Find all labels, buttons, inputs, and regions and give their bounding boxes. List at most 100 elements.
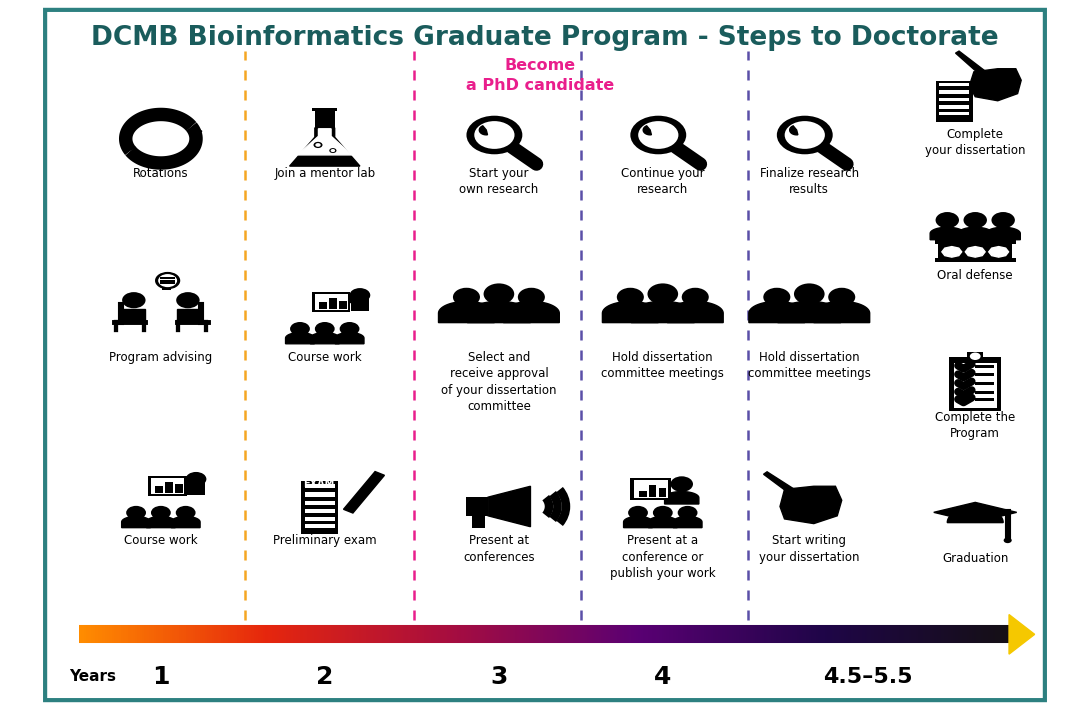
Bar	[315, 294, 348, 310]
Bar	[159, 280, 174, 282]
Polygon shape	[298, 129, 352, 155]
Polygon shape	[631, 302, 694, 322]
Bar	[935, 81, 972, 122]
Circle shape	[122, 292, 146, 308]
Bar	[630, 478, 671, 501]
Circle shape	[681, 288, 708, 307]
Bar	[339, 300, 347, 310]
Polygon shape	[942, 246, 961, 257]
Text: 3: 3	[490, 665, 508, 689]
Text: Present at a
conference or
publish your work: Present at a conference or publish your …	[610, 535, 716, 581]
Circle shape	[453, 288, 480, 307]
Polygon shape	[947, 507, 1003, 523]
Circle shape	[350, 288, 371, 302]
Circle shape	[474, 121, 514, 149]
Text: Join a mentor lab: Join a mentor lab	[275, 167, 375, 180]
Bar	[315, 109, 335, 129]
Circle shape	[315, 322, 335, 336]
Text: Finalize research
results: Finalize research results	[760, 167, 859, 196]
Text: Hold dissertation
committee meetings: Hold dissertation committee meetings	[748, 351, 871, 380]
Polygon shape	[177, 309, 199, 322]
Bar	[640, 491, 646, 497]
Text: Select and
receive approval
of your dissertation
committee: Select and receive approval of your diss…	[441, 351, 557, 413]
Polygon shape	[969, 69, 1021, 101]
Bar	[659, 488, 666, 497]
Text: Course work: Course work	[124, 535, 197, 547]
Bar	[159, 278, 174, 279]
Text: 4: 4	[654, 665, 671, 689]
Circle shape	[177, 292, 199, 308]
Bar	[940, 106, 969, 109]
Bar	[156, 486, 163, 493]
Circle shape	[175, 506, 195, 520]
Polygon shape	[667, 302, 723, 322]
Text: 2: 2	[316, 665, 334, 689]
Circle shape	[484, 283, 514, 305]
Bar	[319, 302, 327, 310]
Circle shape	[329, 148, 337, 153]
Bar	[934, 258, 1016, 261]
Bar	[312, 108, 338, 111]
Circle shape	[290, 322, 310, 336]
Bar	[940, 112, 969, 116]
Bar	[148, 476, 186, 496]
Bar	[976, 382, 994, 386]
Text: Course work: Course work	[288, 351, 362, 364]
Bar	[187, 481, 205, 495]
Polygon shape	[311, 332, 339, 344]
Polygon shape	[649, 516, 677, 528]
FancyBboxPatch shape	[45, 10, 1045, 700]
Polygon shape	[504, 302, 559, 322]
Bar	[976, 398, 994, 401]
Circle shape	[763, 288, 790, 307]
Bar	[940, 98, 969, 101]
Bar	[166, 482, 173, 493]
Polygon shape	[122, 516, 150, 528]
Circle shape	[143, 126, 179, 151]
Polygon shape	[623, 516, 653, 528]
Circle shape	[794, 283, 825, 305]
Text: Graduation: Graduation	[942, 552, 1008, 565]
Polygon shape	[989, 246, 1008, 257]
Text: EXAM: EXAM	[303, 479, 335, 488]
Bar	[312, 293, 351, 312]
Bar	[351, 297, 368, 311]
Circle shape	[647, 283, 678, 305]
Polygon shape	[958, 227, 992, 240]
Polygon shape	[126, 143, 136, 151]
Polygon shape	[488, 486, 531, 527]
Bar	[967, 351, 983, 359]
Polygon shape	[603, 302, 658, 322]
Bar	[305, 493, 335, 496]
Polygon shape	[468, 302, 531, 322]
Circle shape	[628, 506, 647, 520]
Bar	[949, 357, 1002, 410]
Circle shape	[630, 116, 687, 154]
Text: Preliminary exam: Preliminary exam	[272, 535, 376, 547]
Circle shape	[678, 506, 698, 520]
Text: Program advising: Program advising	[109, 351, 213, 364]
Bar	[329, 298, 337, 310]
Bar	[150, 478, 184, 494]
Text: 4.5–5.5: 4.5–5.5	[823, 667, 912, 687]
Bar	[633, 480, 668, 498]
Bar	[305, 523, 335, 528]
Bar	[976, 365, 994, 368]
Text: Complete
your dissertation: Complete your dissertation	[925, 128, 1026, 158]
Circle shape	[970, 353, 981, 360]
Text: Oral defense: Oral defense	[937, 269, 1013, 283]
Text: Rotations: Rotations	[133, 167, 189, 180]
Polygon shape	[643, 126, 652, 135]
Text: 1: 1	[153, 665, 170, 689]
Circle shape	[828, 288, 856, 307]
Polygon shape	[1009, 615, 1034, 654]
Bar	[472, 516, 485, 528]
Bar	[934, 238, 1016, 244]
Polygon shape	[286, 332, 314, 344]
Circle shape	[126, 506, 146, 520]
Polygon shape	[778, 302, 840, 322]
Circle shape	[315, 143, 320, 147]
Polygon shape	[966, 246, 985, 257]
Polygon shape	[789, 126, 798, 135]
Text: Become
a PhD candidate: Become a PhD candidate	[465, 58, 614, 93]
